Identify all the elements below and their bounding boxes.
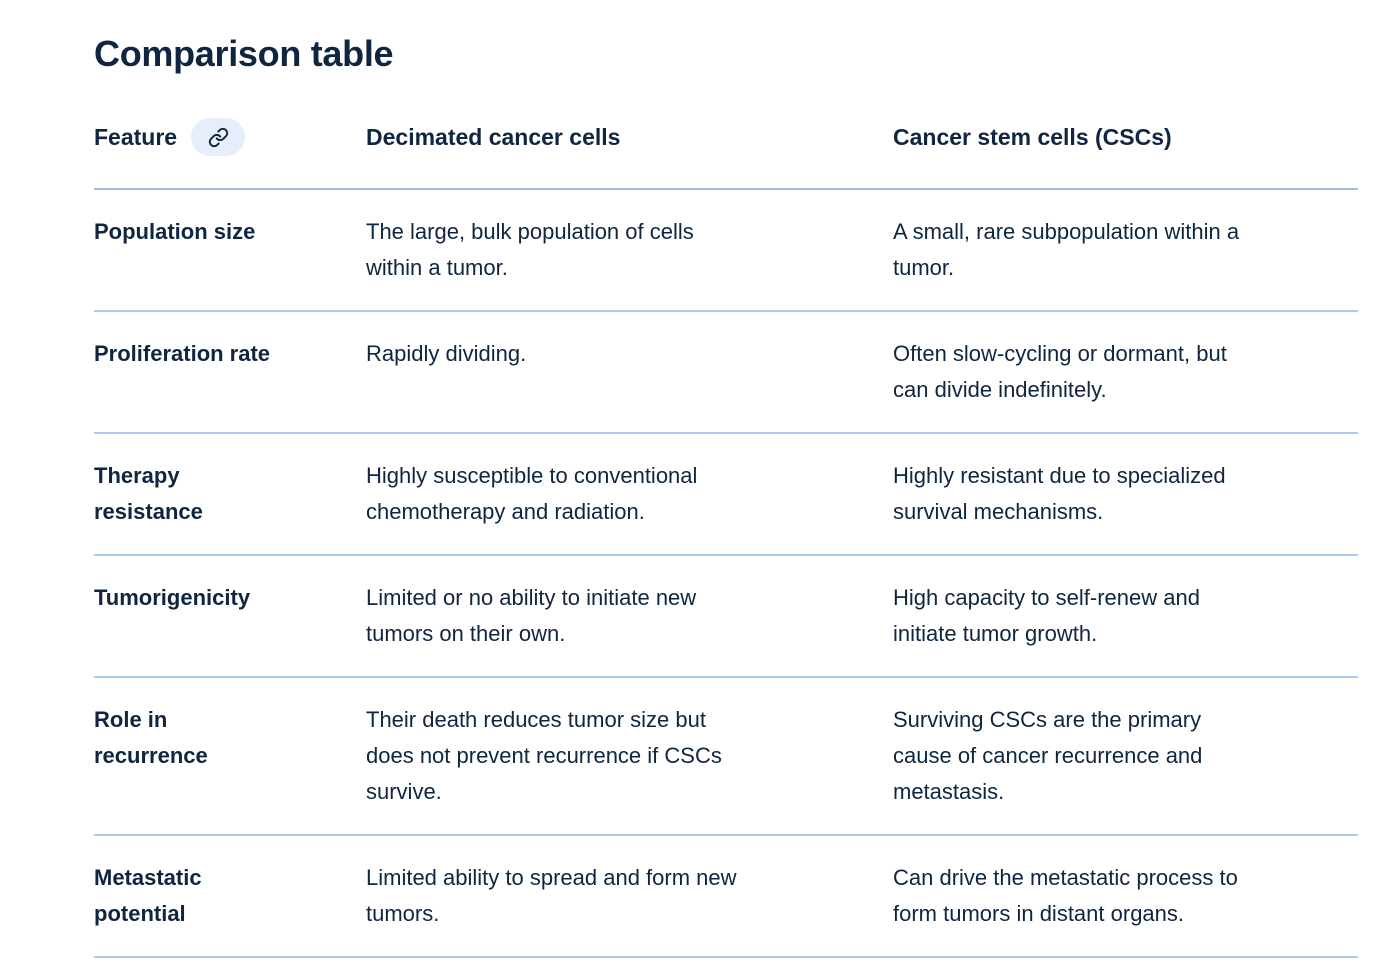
feature-cell: Therapy resistance [94, 458, 366, 530]
header-label-feature: Feature [94, 124, 178, 150]
feature-cell: Metastatic potential [94, 860, 366, 932]
csc-cell: Often slow-cycling or dormant, but can d… [893, 336, 1358, 408]
csc-text: Surviving CSCs are the primary cause of … [893, 707, 1203, 804]
csc-cell: Surviving CSCs are the primary cause of … [893, 702, 1358, 810]
decimated-text: Rapidly dividing. [366, 341, 527, 366]
feature-cell: Tumorigenicity [94, 580, 366, 652]
csc-cell: High capacity to self-renew and initiate… [893, 580, 1358, 652]
feature-label: Proliferation rate [94, 341, 271, 366]
decimated-cell: Highly susceptible to conventional chemo… [366, 458, 893, 530]
header-label-csc: Cancer stem cells (CSCs) [893, 124, 1172, 150]
csc-cell: Can drive the metastatic process to form… [893, 860, 1358, 932]
csc-text: Highly resistant due to specialized surv… [893, 463, 1226, 524]
feature-cell: Role in recurrence [94, 702, 366, 810]
decimated-text: Limited or no ability to initiate new tu… [366, 585, 697, 646]
decimated-text: Highly susceptible to conventional chemo… [366, 463, 698, 524]
comparison-table: Feature Decimated cancer cells Cancer st… [94, 118, 1358, 958]
feature-label: Therapy resistance [94, 463, 203, 524]
table-row: Proliferation rate Rapidly dividing. Oft… [94, 312, 1358, 434]
decimated-cell: Rapidly dividing. [366, 336, 893, 408]
csc-text: High capacity to self-renew and initiate… [893, 585, 1200, 646]
decimated-text: Their death reduces tumor size but does … [366, 707, 722, 804]
header-cell-decimated: Decimated cancer cells [366, 118, 893, 156]
copy-link-button[interactable] [191, 118, 246, 156]
decimated-cell: Their death reduces tumor size but does … [366, 702, 893, 810]
decimated-text: Limited ability to spread and form new t… [366, 865, 737, 926]
feature-cell: Population size [94, 214, 366, 286]
decimated-cell: Limited ability to spread and form new t… [366, 860, 893, 932]
csc-text: Often slow-cycling or dormant, but can d… [893, 341, 1227, 402]
feature-cell: Proliferation rate [94, 336, 366, 408]
link-icon [208, 127, 228, 147]
table-row: Metastatic potential Limited ability to … [94, 836, 1358, 958]
decimated-cell: The large, bulk population of cells with… [366, 214, 893, 286]
csc-cell: A small, rare subpopulation within a tum… [893, 214, 1358, 286]
csc-text: Can drive the metastatic process to form… [893, 865, 1238, 926]
feature-label: Population size [94, 219, 256, 244]
table-header-row: Feature Decimated cancer cells Cancer st… [94, 118, 1358, 190]
header-cell-csc: Cancer stem cells (CSCs) [893, 118, 1358, 156]
table-row: Tumorigenicity Limited or no ability to … [94, 556, 1358, 678]
decimated-cell: Limited or no ability to initiate new tu… [366, 580, 893, 652]
header-label-decimated: Decimated cancer cells [366, 124, 621, 150]
feature-label: Role in recurrence [94, 707, 208, 768]
feature-label: Metastatic potential [94, 865, 202, 926]
page-title: Comparison table [94, 33, 394, 74]
csc-cell: Highly resistant due to specialized surv… [893, 458, 1358, 530]
header-cell-feature: Feature [94, 118, 366, 156]
feature-label: Tumorigenicity [94, 585, 251, 610]
csc-text: A small, rare subpopulation within a tum… [893, 219, 1240, 280]
table-row: Population size The large, bulk populati… [94, 190, 1358, 312]
table-row: Role in recurrence Their death reduces t… [94, 678, 1358, 836]
decimated-text: The large, bulk population of cells with… [366, 219, 694, 280]
table-row: Therapy resistance Highly susceptible to… [94, 434, 1358, 556]
